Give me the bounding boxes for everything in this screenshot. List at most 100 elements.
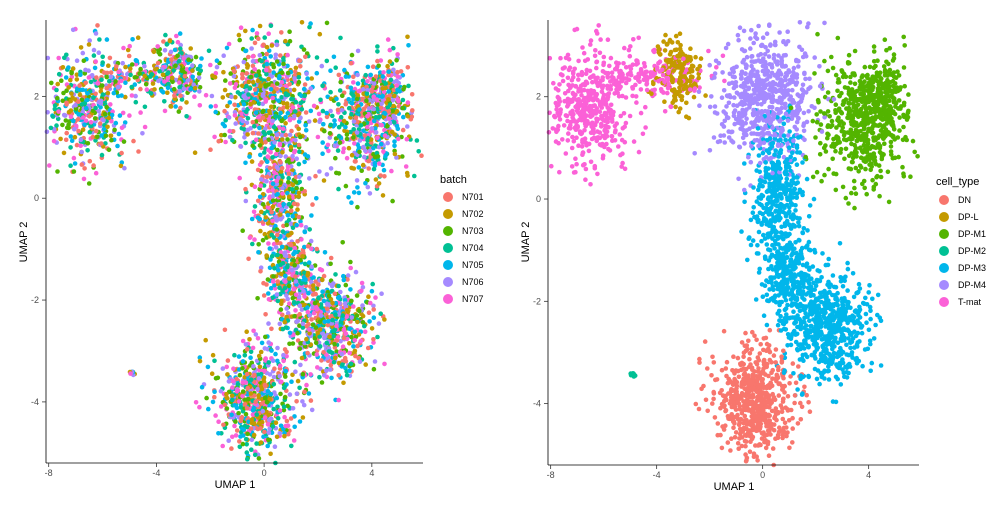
data-point	[764, 278, 769, 283]
data-point	[155, 44, 160, 49]
data-point	[306, 391, 312, 396]
data-point	[250, 27, 255, 33]
data-point	[390, 98, 396, 103]
data-point	[142, 63, 147, 69]
data-point	[311, 283, 316, 288]
data-point	[294, 399, 299, 404]
data-point	[294, 391, 300, 397]
data-point	[767, 327, 773, 333]
data-point	[363, 72, 369, 78]
data-point	[390, 198, 395, 204]
data-point	[302, 82, 308, 87]
data-point	[320, 289, 325, 295]
data-point	[62, 55, 67, 61]
data-point	[245, 431, 250, 437]
data-point	[311, 275, 316, 280]
data-point	[304, 336, 309, 342]
y-tick-label: 2	[34, 91, 39, 101]
data-point	[365, 64, 371, 70]
data-point	[314, 246, 320, 252]
data-point	[271, 406, 277, 412]
data-point	[340, 149, 346, 155]
data-point	[169, 57, 174, 62]
data-point	[330, 317, 335, 323]
data-point	[798, 417, 804, 422]
data-point	[292, 76, 297, 81]
data-point	[362, 133, 368, 138]
data-point	[295, 330, 300, 336]
data-point	[256, 131, 261, 136]
data-point	[233, 433, 239, 438]
data-point	[114, 64, 119, 69]
data-point	[69, 91, 74, 96]
data-point	[292, 359, 298, 365]
data-point	[258, 152, 263, 158]
data-point	[224, 406, 230, 411]
data-point	[318, 97, 323, 103]
data-point	[52, 103, 58, 108]
data-point	[134, 58, 140, 64]
data-point	[247, 337, 252, 342]
data-point	[55, 169, 60, 174]
data-point	[197, 404, 202, 410]
data-point	[279, 80, 285, 85]
data-point	[68, 145, 73, 150]
data-point	[256, 69, 262, 74]
data-point	[111, 90, 117, 96]
data-point	[249, 46, 254, 51]
data-point	[245, 385, 250, 391]
data-point	[381, 70, 386, 75]
data-point	[60, 65, 66, 70]
data-point	[123, 64, 128, 70]
data-point	[349, 52, 355, 58]
data-point	[372, 160, 378, 166]
data-point	[592, 163, 598, 169]
data-point	[790, 440, 795, 445]
data-point	[178, 46, 183, 51]
data-point	[347, 341, 352, 346]
data-point	[363, 180, 368, 186]
data-point	[383, 153, 388, 159]
data-point	[287, 117, 293, 123]
data-point	[366, 310, 372, 316]
data-point	[252, 67, 257, 72]
data-point	[287, 392, 293, 397]
data-point	[78, 143, 83, 149]
data-point	[878, 363, 884, 368]
data-point	[289, 379, 294, 385]
data-point	[303, 110, 309, 115]
data-point	[269, 430, 275, 436]
data-point	[301, 402, 307, 408]
data-point	[257, 125, 262, 131]
data-point	[244, 347, 250, 352]
data-point	[295, 207, 300, 212]
data-point	[371, 337, 376, 342]
data-point	[274, 81, 280, 86]
data-point	[268, 150, 273, 155]
data-point	[732, 421, 737, 426]
data-point	[241, 427, 247, 433]
data-point	[365, 124, 370, 130]
data-point	[252, 237, 257, 242]
data-point	[265, 388, 271, 394]
y-tick-label: -2	[31, 295, 39, 305]
data-point	[159, 88, 164, 94]
data-point	[248, 377, 254, 383]
data-point	[93, 170, 99, 176]
data-point	[253, 73, 259, 78]
data-point	[255, 167, 261, 173]
data-point	[298, 222, 304, 228]
data-point	[569, 164, 575, 169]
y-tick-label: 0	[34, 193, 39, 203]
data-point	[371, 315, 377, 321]
data-point	[233, 121, 238, 126]
data-point	[280, 137, 285, 142]
data-point	[761, 313, 767, 319]
data-point	[265, 205, 271, 210]
data-point	[309, 264, 315, 270]
data-point	[301, 47, 307, 52]
data-point	[82, 166, 87, 171]
data-point	[355, 185, 360, 190]
batch-umap-panel: -8 -4 0 4-4-202 UMAP 1 UMAP 2 batch N701N70…	[18, 20, 484, 491]
data-point	[227, 81, 233, 86]
